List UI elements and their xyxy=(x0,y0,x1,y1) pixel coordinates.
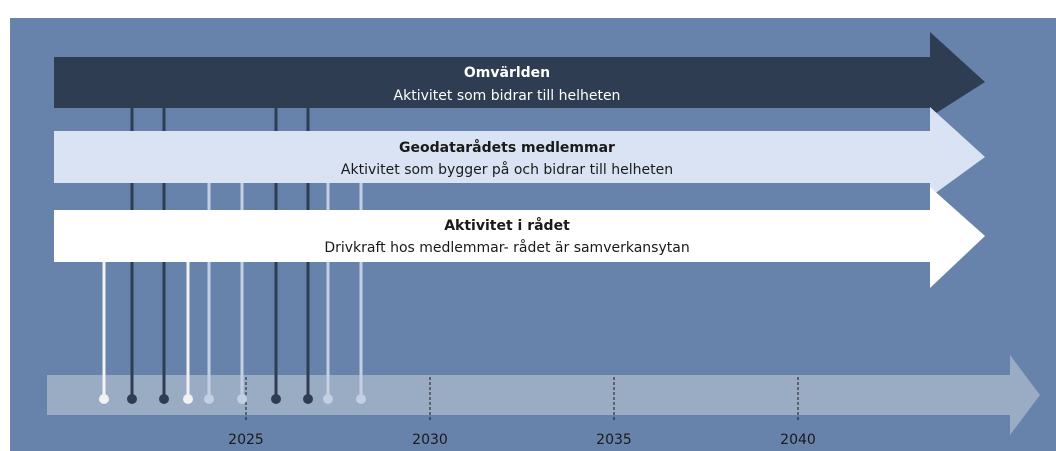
arrow-council xyxy=(54,187,985,288)
activity-dot xyxy=(303,394,313,404)
arrow-title: Aktivitet i rådet xyxy=(444,217,570,234)
timeline-arrow xyxy=(47,355,1040,435)
arrow-title: Geodatarådets medlemmar xyxy=(399,139,615,156)
activity-dot xyxy=(237,394,247,404)
year-label: 2040 xyxy=(780,432,816,448)
arrow-title: Omvärlden xyxy=(464,65,550,81)
activity-dot xyxy=(99,394,109,404)
arrow-subtitle: Aktivitet som bygger på och bidrar till … xyxy=(341,161,673,178)
year-label: 2030 xyxy=(412,432,448,448)
activity-dot xyxy=(271,394,281,404)
activity-dot xyxy=(323,394,333,404)
year-label: 2035 xyxy=(596,432,632,448)
arrow-subtitle: Drivkraft hos medlemmar- rådet är samver… xyxy=(324,239,689,256)
activity-dot xyxy=(127,394,137,404)
arrow-members xyxy=(54,107,985,197)
arrow-outside xyxy=(54,32,985,117)
activity-dot xyxy=(159,394,169,404)
year-label: 2025 xyxy=(228,432,264,448)
activity-dot xyxy=(204,394,214,404)
activity-dot xyxy=(183,394,193,404)
arrow-subtitle: Aktivitet som bidrar till helheten xyxy=(394,88,621,104)
activity-dot xyxy=(356,394,366,404)
